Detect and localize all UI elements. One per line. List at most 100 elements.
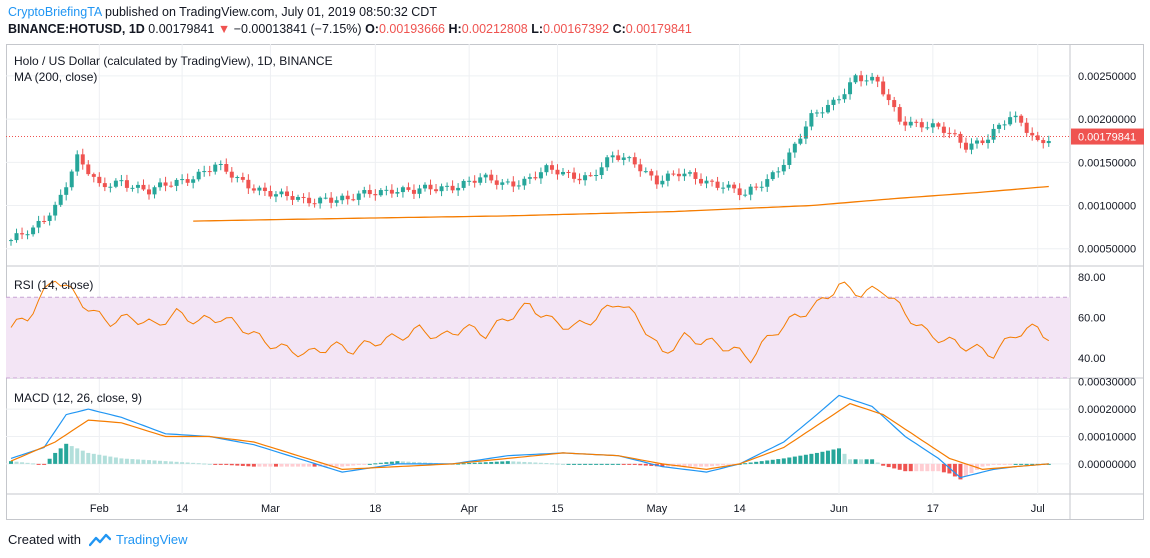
candle-up xyxy=(870,76,875,81)
candle-down xyxy=(566,171,571,173)
macd-histogram-bar xyxy=(456,463,461,465)
x-tick-label: 17 xyxy=(927,503,939,515)
candle-up xyxy=(544,165,549,173)
macd-histogram-bar xyxy=(848,459,853,464)
candle-down xyxy=(301,196,306,198)
candle-up xyxy=(58,194,63,205)
macd-histogram-bar xyxy=(108,456,113,464)
open-value: 0.00193666 xyxy=(378,22,445,36)
macd-histogram-bar xyxy=(119,458,124,464)
macd-histogram-bar xyxy=(124,458,129,464)
candle-up xyxy=(483,174,488,178)
macd-histogram-bar xyxy=(549,463,554,465)
candle-down xyxy=(285,191,289,197)
candle-down xyxy=(224,164,229,172)
macd-histogram-bar xyxy=(323,463,328,467)
macd-histogram-bar xyxy=(312,463,317,467)
macd-histogram-bar xyxy=(837,448,841,464)
macd-histogram-bar xyxy=(246,463,251,467)
macd-histogram-bar xyxy=(362,463,367,465)
macd-histogram-bar xyxy=(467,463,472,465)
macd-histogram-bar xyxy=(373,463,378,465)
macd-histogram-bar xyxy=(914,463,919,472)
macd-histogram-bar xyxy=(583,463,588,465)
candle-down xyxy=(549,165,554,170)
macd-histogram-bar xyxy=(406,461,411,464)
candle-down xyxy=(91,174,96,177)
candle-up xyxy=(31,227,36,235)
ma-legend: MA (200, close) xyxy=(14,70,98,84)
published-text: published on TradingView.com, July 01, 2… xyxy=(105,5,437,19)
candle-down xyxy=(947,132,952,134)
macd-histogram-bar xyxy=(665,463,670,467)
footer: Created with TradingView xyxy=(8,532,188,547)
rsi-tick-label: 80.00 xyxy=(1078,272,1106,284)
candle-up xyxy=(798,138,803,144)
macd-histogram-bar xyxy=(423,462,427,464)
candle-up xyxy=(986,139,991,144)
macd-histogram-bar xyxy=(1024,463,1029,465)
candle-up xyxy=(610,155,615,158)
candle-up xyxy=(665,173,670,181)
candle-up xyxy=(627,157,632,159)
macd-histogram-bar xyxy=(301,463,306,467)
macd-histogram-bar xyxy=(31,463,36,465)
candle-down xyxy=(649,171,654,176)
macd-histogram-bar xyxy=(213,463,218,465)
macd-histogram-bar xyxy=(20,462,25,464)
candle-down xyxy=(97,176,102,184)
macd-histogram-bar xyxy=(1008,463,1013,465)
macd-histogram-bar xyxy=(356,463,361,465)
candle-up xyxy=(500,182,505,185)
macd-histogram-bar xyxy=(279,463,284,467)
macd-histogram-bar xyxy=(687,463,692,467)
candle-down xyxy=(345,195,350,200)
macd-histogram-bar xyxy=(516,461,521,464)
candle-down xyxy=(163,182,168,186)
candle-up xyxy=(47,215,52,221)
candle-up xyxy=(423,184,427,189)
macd-histogram-bar xyxy=(710,463,715,467)
candle-up xyxy=(781,164,786,172)
macd-histogram-bar xyxy=(693,463,698,467)
candle-down xyxy=(240,177,245,180)
chart-canvas[interactable]: Feb 14 Mar 18 Apr 15 May 14 Jun 17 Jul 0.00050000 0.… xyxy=(6,44,1144,520)
candle-up xyxy=(1046,140,1051,144)
candle-down xyxy=(428,184,433,190)
macd-histogram-bar xyxy=(1002,463,1007,465)
candle-down xyxy=(693,172,698,179)
candle-up xyxy=(831,99,836,105)
x-tick-label: 15 xyxy=(551,503,563,515)
candle-down xyxy=(1041,140,1046,144)
macd-histogram-bar xyxy=(770,459,775,464)
candle-up xyxy=(25,234,30,236)
author-name[interactable]: CryptoBriefingTA xyxy=(8,5,102,19)
tradingview-brand[interactable]: TradingView xyxy=(116,532,188,547)
high-label: H: xyxy=(448,22,462,36)
macd-histogram-bar xyxy=(163,461,168,464)
macd-histogram-bar xyxy=(610,463,615,465)
macd-histogram-bar xyxy=(544,463,549,465)
macd-histogram-bar xyxy=(1013,463,1018,465)
candle-up xyxy=(997,124,1002,129)
macd-histogram-bar xyxy=(616,463,621,465)
candle-up xyxy=(456,187,461,191)
macd-histogram-bar xyxy=(527,462,532,464)
candle-down xyxy=(169,185,174,187)
candle-up xyxy=(726,184,731,188)
created-with-text: Created with xyxy=(8,532,81,547)
candle-up xyxy=(621,157,626,160)
candle-up xyxy=(776,171,781,173)
candle-up xyxy=(9,240,13,242)
macd-histogram-bar xyxy=(80,450,85,464)
candle-up xyxy=(108,186,113,188)
down-arrow-icon: ▼ xyxy=(217,22,231,36)
candle-up xyxy=(334,200,339,203)
candle-up xyxy=(820,112,825,114)
candle-up xyxy=(323,197,328,199)
candle-up xyxy=(14,233,19,241)
candle-up xyxy=(721,187,726,189)
macd-histogram-bar xyxy=(903,463,908,472)
macd-histogram-bar xyxy=(803,454,808,464)
macd-histogram-bar xyxy=(378,462,383,464)
